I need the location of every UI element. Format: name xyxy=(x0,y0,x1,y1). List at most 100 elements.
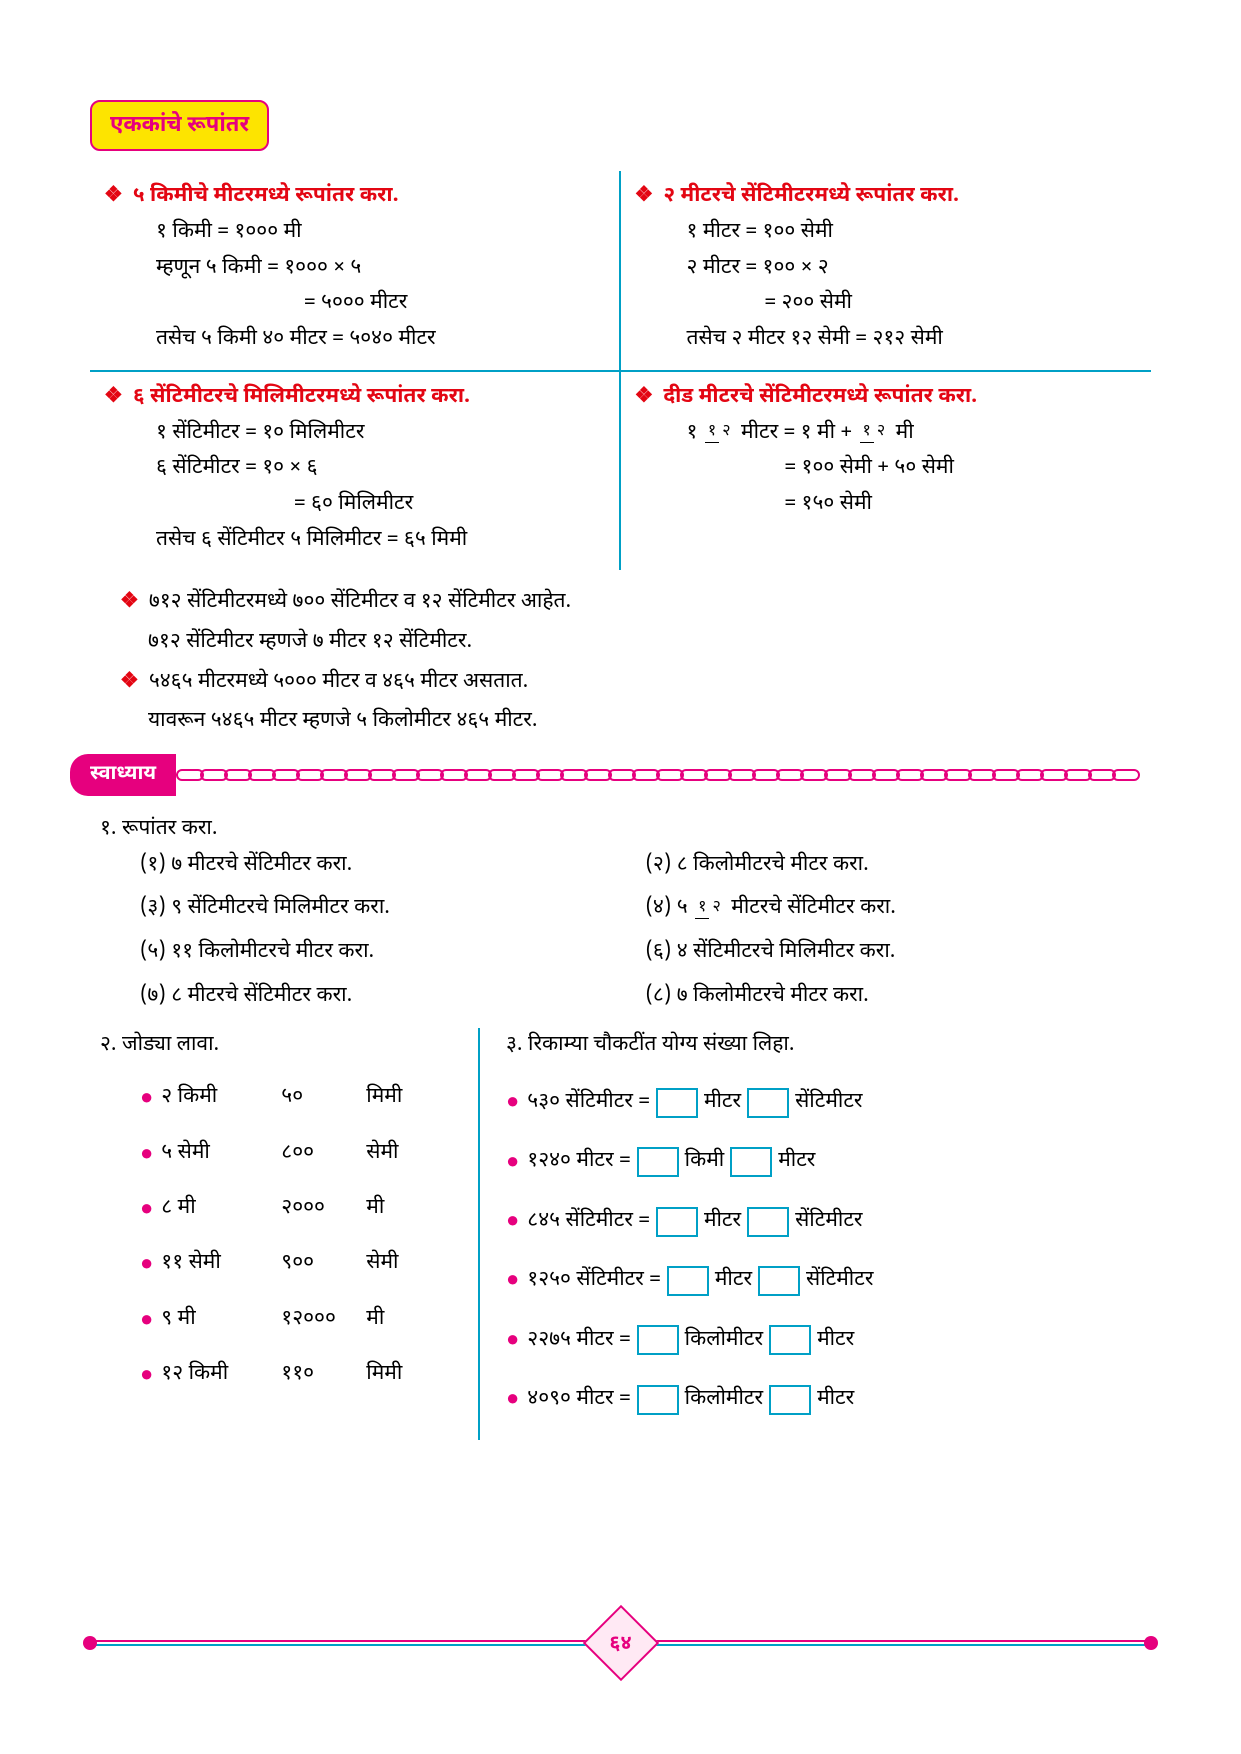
example-head: ६ सेंटिमीटरचे मिलिमीटरमध्ये रूपांतर करा. xyxy=(133,383,470,411)
dot-icon: ● xyxy=(140,1246,153,1283)
q3-head: ३. रिकाम्या चौकटींत योग्य संख्या लिहा. xyxy=(506,1028,1151,1064)
answer-box[interactable] xyxy=(747,1207,789,1237)
match-row: ●११ सेमी९००सेमी xyxy=(140,1246,458,1283)
example-4: ❖दीड मीटरचे सेंटिमीटरमध्ये रूपांतर करा. … xyxy=(621,372,1152,570)
answer-box[interactable] xyxy=(730,1147,772,1177)
match-left: ९ मी xyxy=(161,1302,281,1339)
match-right: सेमी xyxy=(366,1136,446,1173)
q1-item: (५) ११ किलोमीटरचे मीटर करा. xyxy=(140,935,646,971)
dot-icon: ● xyxy=(506,1144,519,1181)
examples-row-1: ❖५ किमीचे मीटरमध्ये रूपांतर करा. १ किमी … xyxy=(90,171,1151,371)
example-3: ❖ ६ सेंटिमीटरचे मिलिमीटरमध्ये रूपांतर करा… xyxy=(90,372,621,570)
match-right: मिमी xyxy=(366,1080,446,1117)
unit-label: किलोमीटर xyxy=(685,1382,763,1418)
fill-label: १२४० मीटर = xyxy=(527,1144,630,1180)
exercise-label: स्वाध्याय xyxy=(70,754,176,796)
dot-icon: ● xyxy=(140,1302,153,1339)
unit-label: मीटर xyxy=(817,1382,854,1418)
example-line: १ मीटर = १०० सेमी xyxy=(687,215,1138,251)
dot-icon: ● xyxy=(140,1357,153,1394)
answer-box[interactable] xyxy=(637,1385,679,1415)
question-3: ३. रिकाम्या चौकटींत योग्य संख्या लिहा. ●… xyxy=(480,1028,1151,1440)
unit-label: मीटर xyxy=(715,1263,752,1299)
question-2: २. जोड्या लावा. ●२ किमी५०मिमी●५ सेमी८००स… xyxy=(100,1028,480,1440)
dot-icon: ● xyxy=(140,1191,153,1228)
section-title: एककांचे रूपांतर xyxy=(90,100,269,151)
match-right: मिमी xyxy=(366,1357,446,1394)
dot-icon: ● xyxy=(506,1084,519,1121)
extra-examples: ❖ ७१२ सेंटिमीटरमध्ये ७०० सेंटिमीटर व १२ स… xyxy=(120,585,1151,740)
example-2: ❖ २ मीटरचे सेंटिमीटरमध्ये रूपांतर करा. १ … xyxy=(621,171,1152,369)
unit-label: मीटर xyxy=(704,1204,741,1240)
example-head: दीड मीटरचे सेंटिमीटरमध्ये रूपांतर करा. xyxy=(663,383,977,411)
fill-label: ५३० सेंटिमीटर = xyxy=(527,1085,650,1121)
answer-box[interactable] xyxy=(667,1266,709,1296)
unit-label: किलोमीटर xyxy=(685,1323,763,1359)
match-left: २ किमी xyxy=(161,1080,281,1117)
match-row: ●९ मी१२०००मी xyxy=(140,1302,458,1339)
fill-row: ●१२४० मीटर =किमीमीटर xyxy=(506,1144,1151,1181)
q2-head: २. जोड्या लावा. xyxy=(100,1028,458,1064)
q1-item: (१) ७ मीटरचे सेंटिमीटर करा. xyxy=(140,848,646,884)
answer-box[interactable] xyxy=(656,1207,698,1237)
dot-icon: ● xyxy=(506,1203,519,1240)
example-line: = २०० सेमी xyxy=(765,286,1138,322)
q1-item: (८) ७ किलोमीटरचे मीटर करा. xyxy=(646,979,1152,1015)
example-line: = १०० सेमी + ५० सेमी xyxy=(785,451,1138,487)
match-mid: ८०० xyxy=(281,1136,366,1173)
match-left: ८ मी xyxy=(161,1191,281,1228)
answer-box[interactable] xyxy=(637,1325,679,1355)
questions-2-3: २. जोड्या लावा. ●२ किमी५०मिमी●५ सेमी८००स… xyxy=(100,1028,1151,1440)
example-line: = १५० सेमी xyxy=(785,487,1138,523)
example-line: ६ सेंटिमीटर = १० × ६ xyxy=(156,451,605,487)
q1-item: (६) ४ सेंटिमीटरचे मिलिमीटर करा. xyxy=(646,935,1152,971)
match-row: ●५ सेमी८००सेमी xyxy=(140,1136,458,1173)
chain-decoration xyxy=(176,768,1151,782)
answer-box[interactable] xyxy=(769,1385,811,1415)
example-line: १ १२ मीटर = १ मी + १२ मी xyxy=(687,416,1138,452)
fill-label: २२७५ मीटर = xyxy=(527,1323,630,1359)
answer-box[interactable] xyxy=(769,1325,811,1355)
answer-box[interactable] xyxy=(747,1088,789,1118)
unit-label: मीटर xyxy=(817,1323,854,1359)
bullet-icon: ❖ xyxy=(635,383,654,411)
match-left: ५ सेमी xyxy=(161,1136,281,1173)
answer-box[interactable] xyxy=(656,1088,698,1118)
bullet-icon: ❖ xyxy=(120,588,139,616)
dot-icon: ● xyxy=(506,1262,519,1299)
example-head: ५ किमीचे मीटरमध्ये रूपांतर करा. xyxy=(133,182,399,210)
extra-line: ७१२ सेंटिमीटर म्हणजे ७ मीटर १२ सेंटिमीटर… xyxy=(148,625,1151,661)
q1-item: (३) ९ सेंटिमीटरचे मिलिमीटर करा. xyxy=(140,891,646,927)
dot-icon: ● xyxy=(140,1080,153,1117)
match-mid: ११० xyxy=(281,1357,366,1394)
q1-item: (२) ८ किलोमीटरचे मीटर करा. xyxy=(646,848,1152,884)
extra-line: ५४६५ मीटरमध्ये ५००० मीटर व ४६५ मीटर असता… xyxy=(149,668,528,696)
example-1: ❖५ किमीचे मीटरमध्ये रूपांतर करा. १ किमी … xyxy=(90,171,621,369)
answer-box[interactable] xyxy=(758,1266,800,1296)
bullet-icon: ❖ xyxy=(120,668,139,696)
bullet-icon: ❖ xyxy=(104,383,123,411)
fill-row: ●४०९० मीटर =किलोमीटरमीटर xyxy=(506,1381,1151,1418)
extra-line: ७१२ सेंटिमीटरमध्ये ७०० सेंटिमीटर व १२ से… xyxy=(149,588,571,616)
unit-label: सेंटिमीटर xyxy=(806,1263,873,1299)
q1-item: (७) ८ मीटरचे सेंटिमीटर करा. xyxy=(140,979,646,1015)
answer-box[interactable] xyxy=(637,1147,679,1177)
footer-rule: ६४ xyxy=(90,1640,1151,1644)
example-line: = ५००० मीटर xyxy=(304,286,605,322)
example-head: २ मीटरचे सेंटिमीटरमध्ये रूपांतर करा. xyxy=(663,182,959,210)
match-left: ११ सेमी xyxy=(161,1246,281,1283)
fill-row: ●१२५० सेंटिमीटर =मीटरसेंटिमीटर xyxy=(506,1262,1151,1299)
match-row: ●२ किमी५०मिमी xyxy=(140,1080,458,1117)
example-line: तसेच ५ किमी ४० मीटर = ५०४० मीटर xyxy=(156,322,605,358)
unit-label: मीटर xyxy=(778,1144,815,1180)
page-number: ६४ xyxy=(609,1628,631,1662)
fill-row: ●८४५ सेंटिमीटर =मीटरसेंटिमीटर xyxy=(506,1203,1151,1240)
bullet-icon: ❖ xyxy=(635,182,654,210)
dot-icon: ● xyxy=(506,1322,519,1359)
example-line: तसेच ६ सेंटिमीटर ५ मिलिमीटर = ६५ मिमी xyxy=(156,523,605,559)
exercise-header-bar: स्वाध्याय xyxy=(70,754,1151,796)
unit-label: सेंटिमीटर xyxy=(795,1204,862,1240)
q1-item: (४) ५ १२ मीटरचे सेंटिमीटर करा. xyxy=(646,891,1152,927)
dot-icon: ● xyxy=(506,1381,519,1418)
examples-row-2: ❖ ६ सेंटिमीटरचे मिलिमीटरमध्ये रूपांतर करा… xyxy=(90,372,1151,571)
